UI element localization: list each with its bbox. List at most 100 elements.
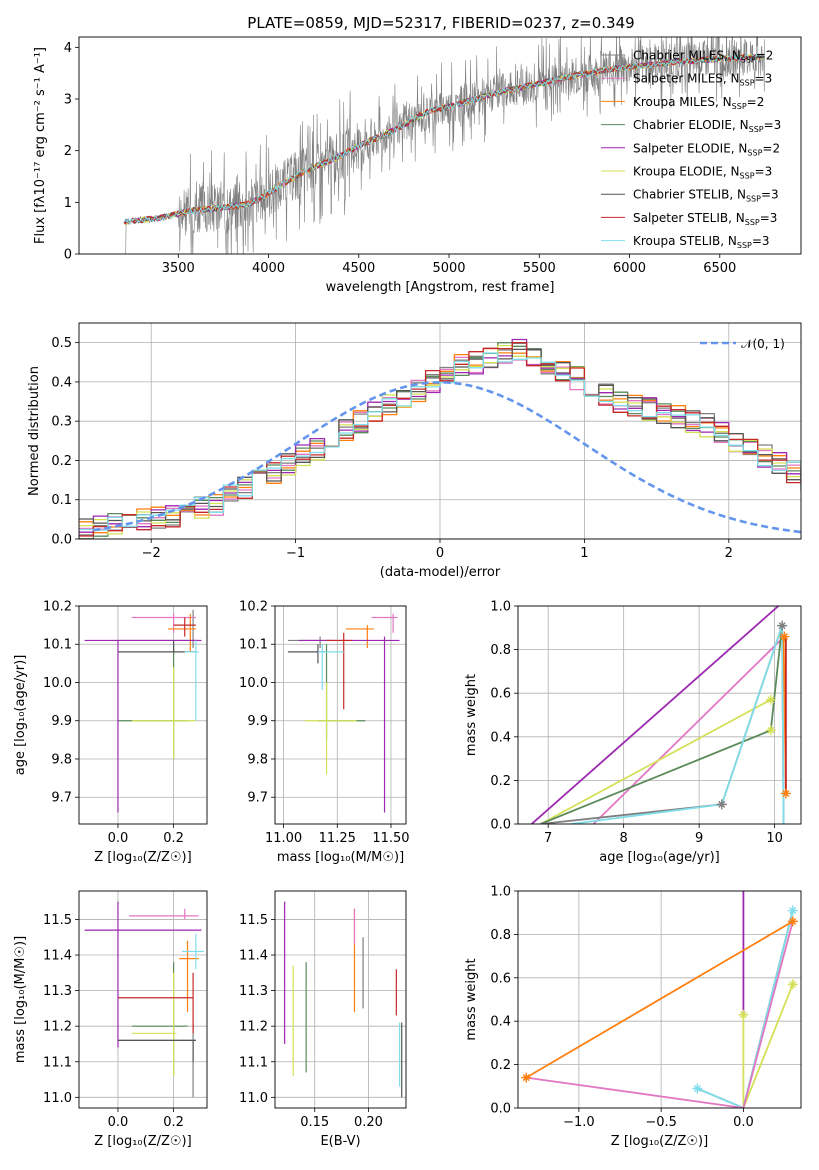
- y-tick-label: 0.2: [51, 454, 72, 469]
- panel-ebv-mass: 0.15 0.20 11.0 11.1 11.2 11.3 11.4 11.5 E(B-V): [239, 890, 407, 1149]
- y-tick-label: 11.5: [43, 913, 72, 928]
- errorbar-8: [184, 640, 199, 721]
- x-axis-label: Z [log₁₀(Z/Z☉)]: [94, 850, 191, 865]
- weight-line-1: [742, 983, 794, 1108]
- y-tick-label: 9.7: [51, 791, 72, 806]
- errorbar-6: [117, 1039, 196, 1062]
- plot-area-z-age: [84, 609, 202, 813]
- y-axis-label: mass [log₁₀(M/M☉)]: [13, 936, 28, 1063]
- x-tick-label: 0.0: [733, 1115, 754, 1130]
- x-axis-label: mass [log₁₀(M/M☉)]: [277, 850, 404, 865]
- weight-line-4: [696, 910, 794, 1108]
- legend-label: Kroupa STELIB, N: [633, 234, 737, 248]
- panel-z-mass: 0.0 0.2 11.0 11.1 11.2 11.3 11.4 11.5 Z [log₁₀(Z…: [13, 890, 208, 1149]
- x-axis-label: Z [log₁₀(Z/Z☉)]: [94, 1134, 191, 1149]
- y-axis-label: mass weight: [464, 674, 479, 756]
- weight-marker-3: [780, 788, 791, 799]
- x-tick-label: 2: [725, 546, 733, 561]
- legend-value: =3: [752, 234, 770, 248]
- panel-residuals: −2 −1 0 1 2 0.0 0.1 0.2 0.3 0.4 0.5 (data-model)/er…: [27, 322, 802, 580]
- y-tick-label: 11.4: [239, 949, 268, 964]
- legend-label: Kroupa MILES, N: [633, 95, 732, 109]
- y-tick-label: 0.0: [490, 1102, 511, 1117]
- errorbar-1: [371, 613, 398, 633]
- legend-label: Salpeter MILES, N: [633, 72, 740, 86]
- legend-value: =2: [756, 49, 774, 63]
- x-tick-label: 1: [580, 546, 588, 561]
- y-tick-label: 0.4: [490, 1015, 511, 1030]
- y-tick-label: 10.2: [43, 600, 72, 615]
- x-tick-label: 0.2: [163, 1115, 184, 1130]
- y-tick-label: 0.0: [490, 818, 511, 833]
- errorbar-4: [84, 901, 202, 1048]
- legend-value: =2: [762, 141, 780, 155]
- y-tick-label: 10.2: [239, 600, 268, 615]
- weight-marker-5: [738, 1009, 749, 1020]
- weight-marker-3: [787, 916, 798, 927]
- y-tick-label: 0.3: [51, 415, 72, 430]
- y-tick-label: 3: [64, 93, 72, 108]
- legend-subscript: SSP: [741, 56, 756, 65]
- x-tick-label: 0.20: [354, 1115, 383, 1130]
- y-tick-label: 11.1: [43, 1055, 72, 1070]
- legend-subscript: SSP: [745, 218, 760, 227]
- axes-frame: [517, 890, 802, 1109]
- legend-value: =3: [761, 188, 779, 202]
- errorbar-5: [305, 682, 357, 775]
- x-tick-label: 9: [695, 831, 703, 846]
- y-tick-label: 0.8: [490, 643, 511, 658]
- x-tick-label: −1: [286, 546, 305, 561]
- y-axis-label: age [log₁₀(age/yr)]: [13, 655, 28, 776]
- x-tick-label: 0.0: [108, 831, 129, 846]
- y-tick-label: 11.3: [239, 984, 268, 999]
- y-tick-label: 0.1: [51, 493, 72, 508]
- legend-subscript: SSP: [740, 79, 755, 88]
- weight-marker-4: [765, 694, 776, 705]
- errorbar-7: [117, 972, 194, 1034]
- weight-line-5: [570, 624, 785, 824]
- x-tick-label: 0.15: [300, 1115, 329, 1130]
- panel-z-age: 0.0 0.2 9.7 9.8 9.9 10.0 10.1 10.2 Z [log₁₀(Z/Z☉…: [13, 600, 208, 865]
- panel-age-weight: 7 8 9 10 0.0 0.2 0.4 0.6 0.8 1.0 age [log₁₀(age/yr…: [464, 600, 802, 865]
- x-tick-label: 11.50: [372, 831, 409, 846]
- weight-line-0: [531, 606, 779, 824]
- y-tick-label: 4: [64, 41, 72, 56]
- legend-label: Salpeter ELODIE, N: [633, 141, 747, 155]
- x-tick-label: 6500: [703, 261, 736, 276]
- y-tick-label: 1.0: [490, 885, 511, 900]
- x-axis-label: Z [log₁₀(Z/Z☉)]: [611, 1134, 708, 1149]
- panel-mass-age: 11.00 11.25 11.50 9.7 9.8 9.9 10.0 10.1 10.2 mass…: [239, 600, 410, 866]
- x-tick-label: 5500: [523, 261, 556, 276]
- histogram-8: [79, 352, 801, 531]
- y-tick-label: 11.2: [43, 1020, 72, 1035]
- x-tick-label: 6000: [613, 261, 646, 276]
- legend-entry-6: Chabrier STELIB, NSSP=3: [633, 188, 779, 204]
- observed-spectrum: [124, 37, 765, 254]
- errorbar-5: [131, 667, 196, 759]
- x-tick-label: 0.2: [163, 831, 184, 846]
- legend-label: Kroupa ELODIE, N: [633, 165, 740, 179]
- weight-marker-1: [692, 1083, 703, 1094]
- y-tick-label: 11.4: [43, 949, 72, 964]
- y-tick-label: 2: [64, 144, 72, 159]
- weight-line-5: [526, 921, 794, 1108]
- plot-area-age-weight: [531, 606, 791, 824]
- y-tick-label: 11.3: [43, 984, 72, 999]
- legend-entry-1: Salpeter MILES, NSSP=3: [633, 72, 772, 88]
- legend-entry-7: Salpeter STELIB, NSSP=3: [633, 211, 777, 227]
- x-tick-label: −1.0: [563, 1115, 595, 1130]
- y-tick-label: 0.5: [51, 336, 72, 351]
- legend-label: Chabrier STELIB, N: [633, 188, 746, 202]
- legend-subscript: SSP: [749, 125, 764, 134]
- legend-entry-4: Salpeter ELODIE, NSSP=2: [633, 141, 780, 157]
- weight-marker-2: [779, 631, 790, 642]
- normal-curve: [93, 380, 801, 534]
- legend-label: Chabrier MILES, N: [633, 49, 741, 63]
- errorbar-2: [345, 625, 374, 649]
- plot-area-mass-age: [287, 613, 400, 813]
- y-tick-label: 10.0: [43, 676, 72, 691]
- legend-subscript: SSP: [746, 195, 761, 204]
- errorbar-8: [317, 644, 344, 691]
- panel-spectrum: 3500 4000 4500 5000 5500 6000 6500 0 1 2 3 4 wavelen…: [33, 36, 802, 295]
